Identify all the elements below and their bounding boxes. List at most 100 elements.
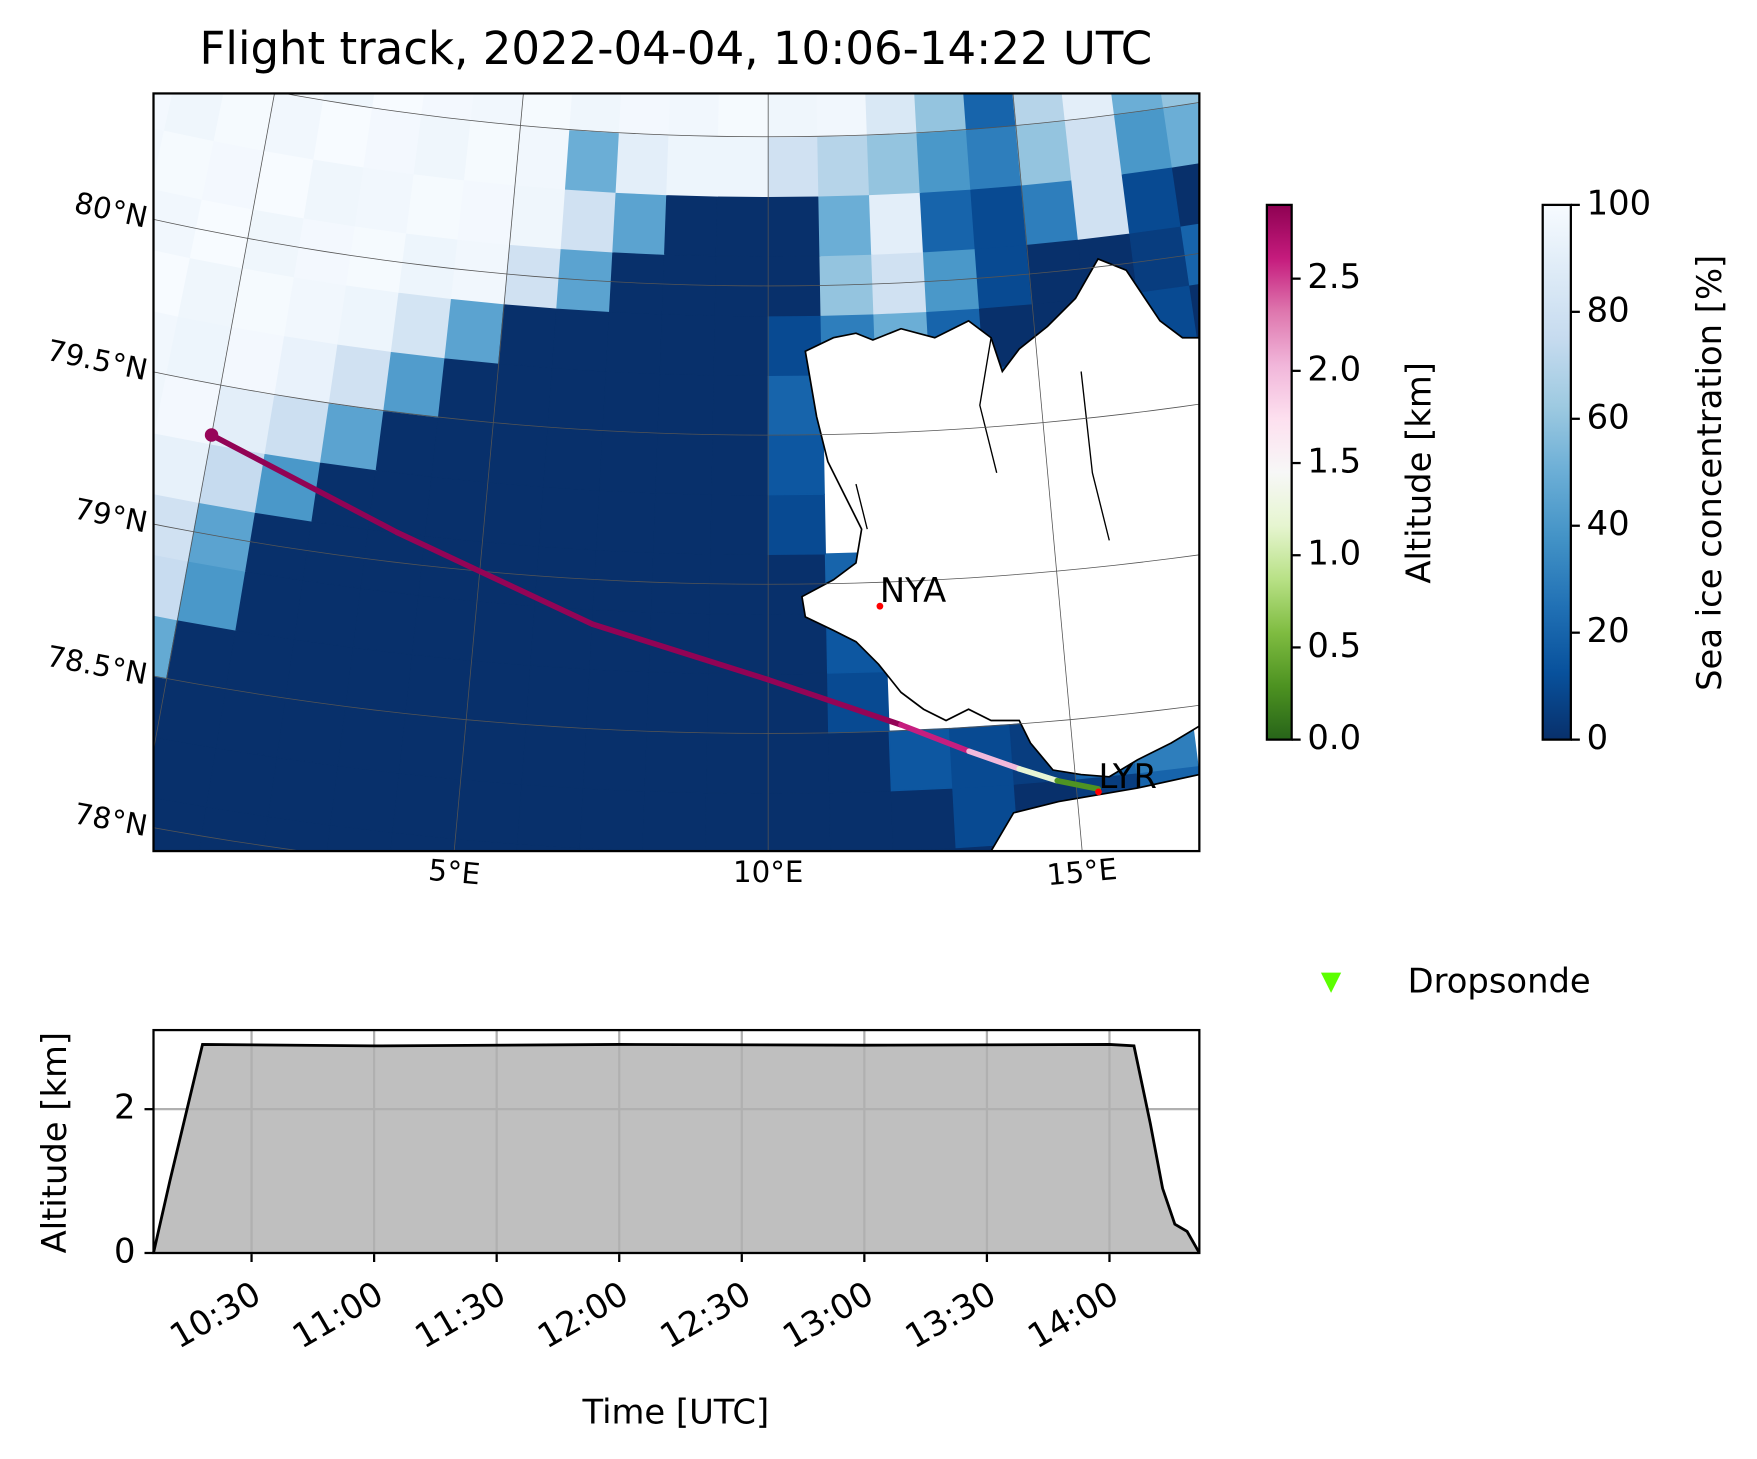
ice-cell: [153, 93, 174, 131]
ice-cell: [375, 409, 440, 478]
map-frame: [152, 92, 1201, 853]
ice-cell: [225, 629, 296, 699]
colorbar-tick-label: 2.5: [1307, 257, 1361, 296]
ice-cell: [303, 158, 365, 227]
ice-cell: [711, 434, 769, 496]
legend-marker: [1320, 972, 1342, 993]
sea-ice-field: [153, 93, 1200, 852]
ice-cell: [612, 191, 668, 255]
ice-cell: [424, 475, 489, 543]
ice-cell: [543, 426, 604, 491]
ice-cell: [599, 430, 659, 494]
ice-cell: [538, 486, 601, 551]
colorbar-tick-label: 0: [1587, 718, 1608, 757]
ice-cell: [1163, 101, 1200, 168]
ice-cell: [888, 727, 954, 792]
ice-cell: [596, 489, 657, 553]
ice-cell: [406, 173, 466, 240]
ice-cell: [465, 659, 532, 726]
ice-cell: [328, 343, 393, 412]
ice-cell: [354, 166, 415, 234]
station-marker: [1095, 788, 1102, 796]
track-start: [204, 428, 219, 442]
ice-cell: [220, 325, 286, 396]
ice-cell: [1180, 222, 1200, 286]
ice-cell: [1113, 107, 1173, 175]
ice-cell: [551, 307, 611, 372]
ice-cell: [715, 195, 769, 257]
lon-tick-label: 5°E: [427, 853, 482, 892]
station-marker: [876, 602, 884, 610]
ice-cell: [177, 257, 244, 328]
ice-cell: [1189, 282, 1200, 345]
ice-cell: [209, 384, 276, 455]
ice-cell: [166, 315, 233, 386]
ice-cell: [767, 493, 826, 556]
map-area: NYA LYR: [153, 93, 1200, 852]
ice-cell: [153, 736, 218, 808]
station-label: LYR: [1099, 757, 1157, 796]
ice-cell: [890, 787, 957, 852]
ice-cell: [337, 705, 407, 774]
track-segment: [1054, 777, 1102, 792]
ice-cell: [460, 719, 528, 785]
ice-cell: [352, 587, 420, 655]
ice-cell: [345, 646, 414, 715]
lon-grid-line: [453, 93, 524, 852]
altitude-area: [153, 1044, 1200, 1253]
ice-cell: [166, 619, 237, 690]
lat-grid-line: [153, 523, 1200, 585]
ice-cell: [508, 184, 567, 250]
lon-tick-label: 15°E: [1045, 852, 1118, 892]
colorbar-tick-label: 2.0: [1307, 349, 1361, 388]
ice-cell: [390, 291, 453, 359]
ice-cell: [411, 594, 478, 661]
ice-cell: [818, 194, 873, 257]
ice-cell: [564, 128, 621, 193]
ice-cell: [368, 469, 433, 537]
ice-cell: [198, 443, 266, 513]
altitude-line: [152, 1043, 1201, 1254]
ice-cell: [530, 605, 594, 670]
lat-grid-line: [153, 218, 1200, 287]
fjord-lines: [855, 337, 1110, 541]
ice-cell: [646, 671, 710, 734]
y-tick-label: 0: [114, 1231, 135, 1270]
track-segment: [589, 621, 771, 683]
ice-cell: [398, 713, 467, 780]
ice-cell: [1071, 173, 1131, 240]
colorbar-tick-label: 0.0: [1307, 718, 1361, 757]
ice-cell: [1020, 179, 1079, 245]
y-tick-label: 2: [114, 1088, 135, 1127]
lat-grid-line: [153, 371, 1200, 436]
colorbar-tick-label: 80: [1587, 290, 1630, 329]
ice-cell: [454, 778, 523, 845]
ice-cell: [383, 350, 446, 418]
track-segment: [898, 721, 972, 755]
ice-cell: [274, 335, 339, 404]
ice-cell: [392, 772, 462, 840]
ice-cell: [767, 434, 825, 496]
ice-cell: [659, 313, 716, 376]
ice-cell: [716, 135, 769, 198]
track-segment: [208, 432, 400, 536]
ice-cell: [666, 134, 720, 197]
ice-cell: [337, 284, 400, 353]
ice-cell: [284, 276, 348, 345]
ice-cell: [767, 195, 821, 257]
ice-cell: [457, 179, 516, 245]
land: [801, 257, 1200, 852]
ice-cell: [235, 570, 304, 640]
ice-cell: [276, 697, 347, 767]
ice-cell: [642, 790, 708, 852]
ice-cell: [514, 124, 571, 190]
ice-cell: [664, 194, 719, 257]
ice-cell: [1015, 119, 1073, 186]
ice-cell: [163, 93, 225, 142]
ice-cell: [294, 579, 362, 648]
colorbar-tick-label: 100: [1587, 183, 1651, 222]
ice-cell: [463, 119, 522, 186]
svalbard-coast-south: [990, 773, 1200, 852]
